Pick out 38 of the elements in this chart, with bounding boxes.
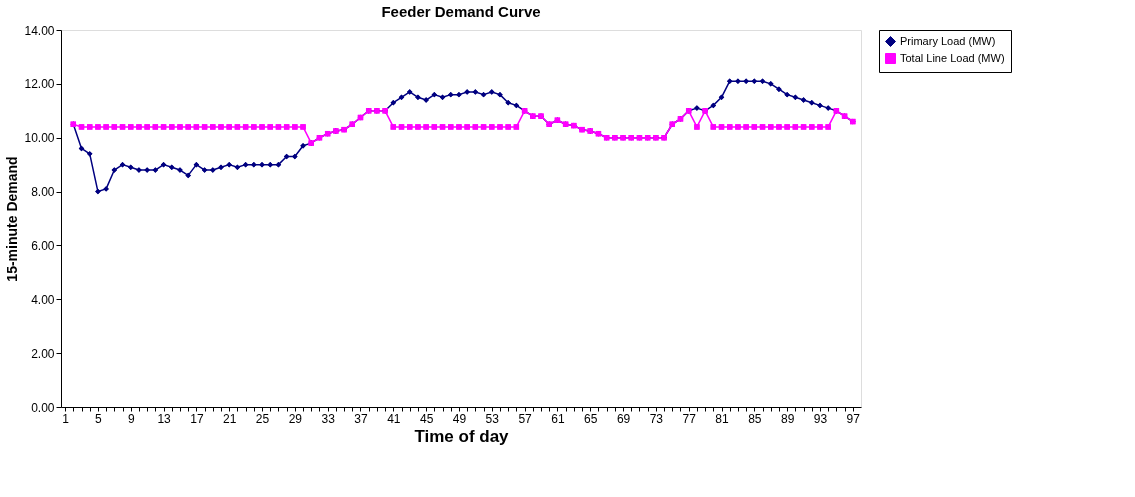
y-tick-label: 2.00 bbox=[31, 346, 55, 361]
y-tick-label: 14.00 bbox=[24, 23, 55, 38]
x-tick-label: 33 bbox=[321, 411, 336, 426]
x-tick-label: 93 bbox=[813, 411, 828, 426]
x-tick-label: 13 bbox=[157, 411, 172, 426]
y-tick-label: 4.00 bbox=[31, 292, 55, 307]
y-tick-label: 0.00 bbox=[31, 400, 55, 415]
y-tick-label: 6.00 bbox=[31, 238, 55, 253]
x-tick-label: 73 bbox=[649, 411, 664, 426]
x-tick-label: 17 bbox=[190, 411, 204, 426]
x-tick-label: 53 bbox=[485, 411, 500, 426]
x-tick-label: 37 bbox=[354, 411, 368, 426]
x-tick-label: 77 bbox=[682, 411, 697, 426]
x-tick-label: 89 bbox=[780, 411, 795, 426]
x-tick-label: 21 bbox=[223, 411, 237, 426]
x-tick-label: 81 bbox=[715, 411, 730, 426]
x-axis-title: Time of day bbox=[414, 426, 510, 446]
x-tick-label: 45 bbox=[419, 411, 434, 426]
x-tick-label: 1 bbox=[62, 411, 70, 426]
x-tick-label: 69 bbox=[616, 411, 631, 426]
x-tick-label: 97 bbox=[846, 411, 861, 426]
x-tick-label: 25 bbox=[255, 411, 270, 426]
x-tick-label: 9 bbox=[127, 411, 135, 426]
x-tick-label: 5 bbox=[95, 411, 103, 426]
x-tick-label: 65 bbox=[584, 411, 598, 426]
legend-label: Total Line Load (MW) bbox=[900, 51, 1005, 64]
legend-label: Primary Load (MW) bbox=[900, 34, 996, 47]
x-tick-label: 61 bbox=[551, 411, 565, 426]
x-tick-label: 41 bbox=[387, 411, 401, 426]
y-tick-label: 12.00 bbox=[24, 77, 55, 92]
y-tick-label: 10.00 bbox=[24, 131, 55, 146]
x-tick-label: 85 bbox=[748, 411, 762, 426]
x-tick-label: 57 bbox=[518, 411, 533, 426]
x-tick-label: 29 bbox=[288, 411, 303, 426]
y-axis-title: 15-minute Demand bbox=[4, 156, 21, 282]
x-tick-label: 49 bbox=[452, 411, 467, 426]
y-tick-label: 8.00 bbox=[31, 185, 55, 200]
chart-title: Feeder Demand Curve bbox=[381, 3, 541, 20]
